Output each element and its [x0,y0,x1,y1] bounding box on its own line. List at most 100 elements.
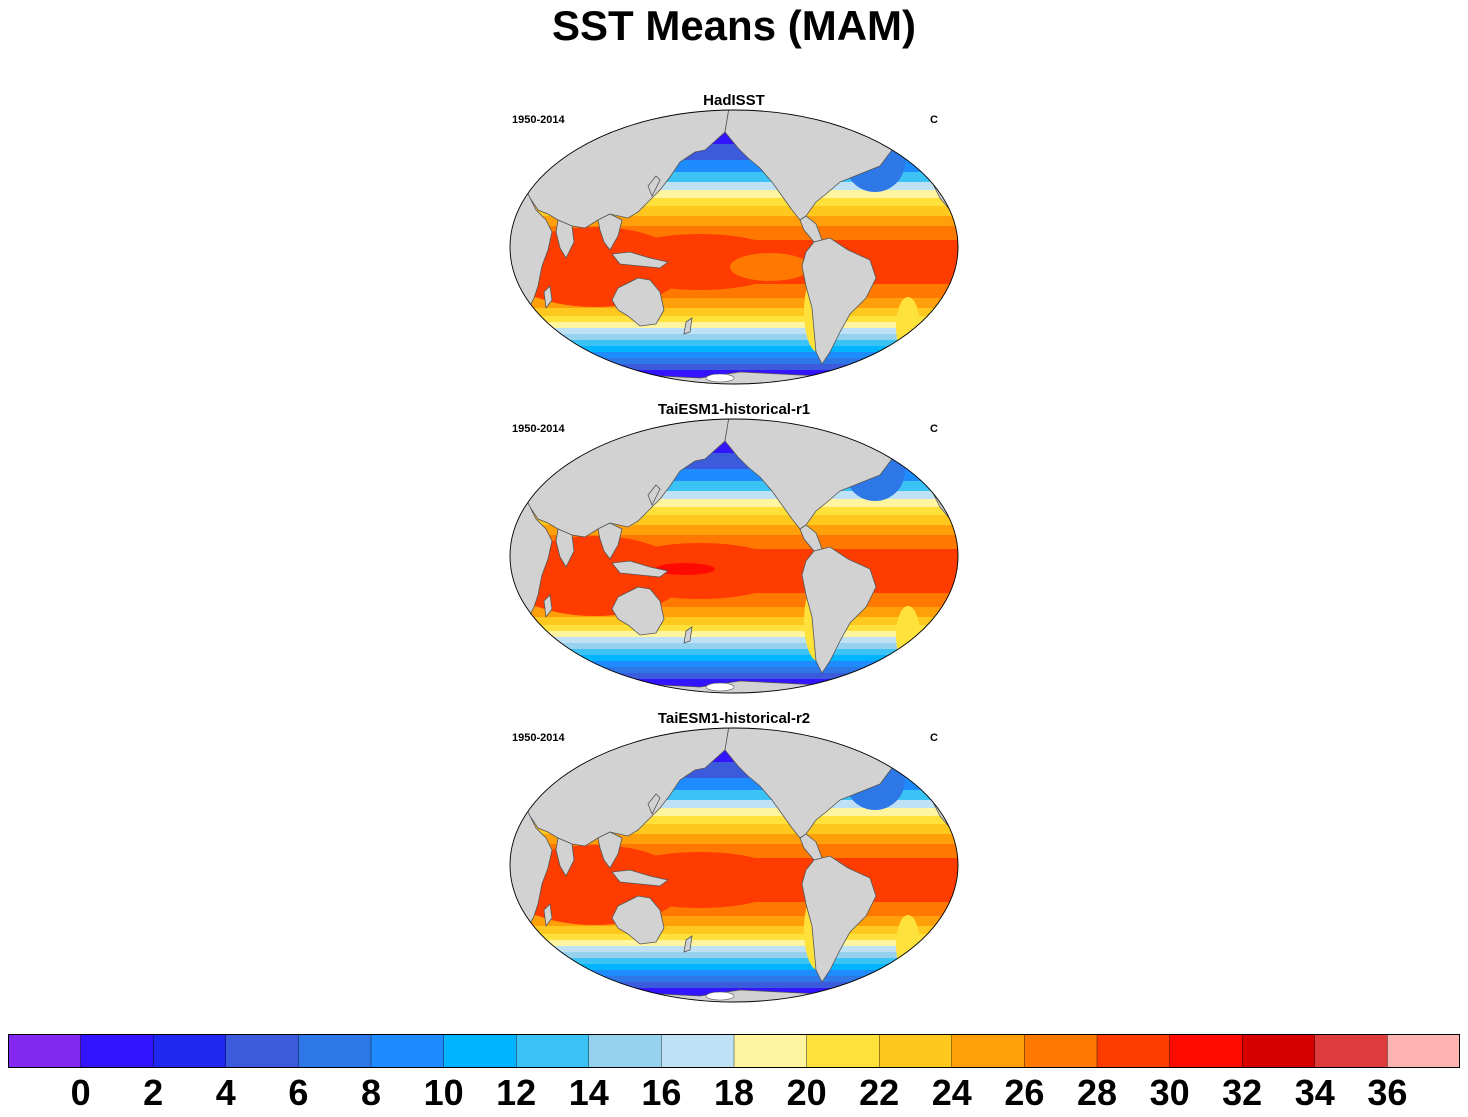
colorbar-swatch [879,1034,953,1068]
land-se-asia [597,522,623,560]
sst-band [510,364,958,370]
sst-band [510,172,958,182]
sst-band [510,358,958,364]
colorbar-tick-label: 20 [786,1072,827,1113]
sst-band [510,491,958,499]
colorbar-tick-label: 32 [1222,1072,1263,1113]
colorbar-swatch [1241,1034,1316,1068]
sst-band [510,940,958,946]
colorbar-swatch [733,1034,808,1068]
sst-band [510,198,958,206]
cold-tongue [736,872,804,892]
land-antarctica [510,680,958,693]
sst-band [510,816,958,824]
sst-band [510,515,958,525]
colorbar-tick-label: 14 [568,1072,609,1113]
sst-band [510,631,958,637]
panel-title: TaiESM1-historical-r2 [657,710,811,727]
ice-shelf [705,682,735,692]
colorbar-tick-label: 6 [288,1072,309,1113]
sst-band [510,824,958,834]
sst-band [510,661,958,667]
units-label: C [930,732,938,744]
colorbar-tick-label: 4 [215,1072,236,1113]
sst-band [510,976,958,982]
colorbar-tick-label: 34 [1294,1072,1335,1113]
land-new-zealand [683,626,693,644]
colorbar-tick-label: 28 [1076,1072,1118,1113]
sst-band [510,970,958,976]
map-border [509,727,959,1003]
units-label: C [930,423,938,435]
sst-band [510,352,958,358]
period-label: 1950-2014 [512,423,565,435]
colorbar-swatch [588,1034,662,1068]
sst-band [510,328,958,334]
colorbar-tick-label: 22 [859,1072,900,1113]
map-panel-taiesm1-r2: TaiESM1-historical-r2 1950-2014 C [500,710,968,1010]
period-label: 1950-2014 [512,114,565,126]
panel-title: TaiESM1-historical-r1 [657,401,811,418]
land-antarctica [510,371,958,384]
sst-band [510,958,958,964]
sst-band [510,808,958,816]
colorbar-tick-label: 10 [423,1072,464,1113]
sst-band [510,655,958,661]
sst-band [510,190,958,198]
land-japan [647,484,661,506]
colorbar-tick-label: 0 [70,1072,91,1113]
sst-band [510,182,958,190]
cold-tongue [736,563,804,583]
colorbar-swatch [1024,1034,1098,1068]
colorbar-tick-label: 16 [641,1072,682,1113]
land-south-america [801,237,877,365]
land-new-zealand [683,317,693,335]
map-panel-taiesm1-r1: TaiESM1-historical-r1 1950-2014 C [500,401,968,701]
cold-tongue [730,253,810,281]
land-madagascar [543,594,553,619]
ice-shelf [705,991,735,1001]
period-label: 1950-2014 [512,732,565,744]
sst-map [509,727,959,1003]
colorbar-swatch [80,1034,154,1068]
land-india [555,528,575,568]
land-australia [611,277,665,327]
sst-band [510,334,958,340]
colorbar-tick-label: 8 [360,1072,382,1113]
sst-band [510,607,958,617]
land-se-asia [597,213,623,251]
land-antarctica [510,989,958,1002]
land-india [555,219,575,259]
land-japan [647,793,661,815]
sst-band [510,649,958,655]
land-japan [647,175,661,197]
colorbar-swatch [516,1034,590,1068]
sst-band [510,934,958,940]
land-greenland [871,728,921,755]
land-india [555,837,575,877]
sst-band [510,834,958,844]
panel-title: HadISST [703,92,765,109]
sst-band [510,952,958,958]
sst-band [510,964,958,970]
colorbar-tick-label: 2 [143,1072,164,1113]
land-australia [611,895,665,945]
colorbar-swatch [298,1034,372,1068]
land-madagascar [543,903,553,928]
colorbar-swatch [661,1034,735,1068]
land-madagascar [543,285,553,310]
sst-band [510,322,958,328]
warm-atlantic [900,240,958,284]
colorbar-swatch [1387,1034,1460,1068]
sst-band [510,340,958,346]
sst-band [510,346,958,352]
colorbar-swatch [1314,1034,1389,1068]
sst-band [510,643,958,649]
sst-band [510,206,958,216]
colorbar-tick-label: 18 [713,1072,755,1113]
sst-band [510,667,958,673]
sst-band [510,916,958,926]
colorbar-swatch [8,1034,82,1068]
colorbar-frame [8,1034,1460,1068]
warm-atlantic [900,549,958,593]
